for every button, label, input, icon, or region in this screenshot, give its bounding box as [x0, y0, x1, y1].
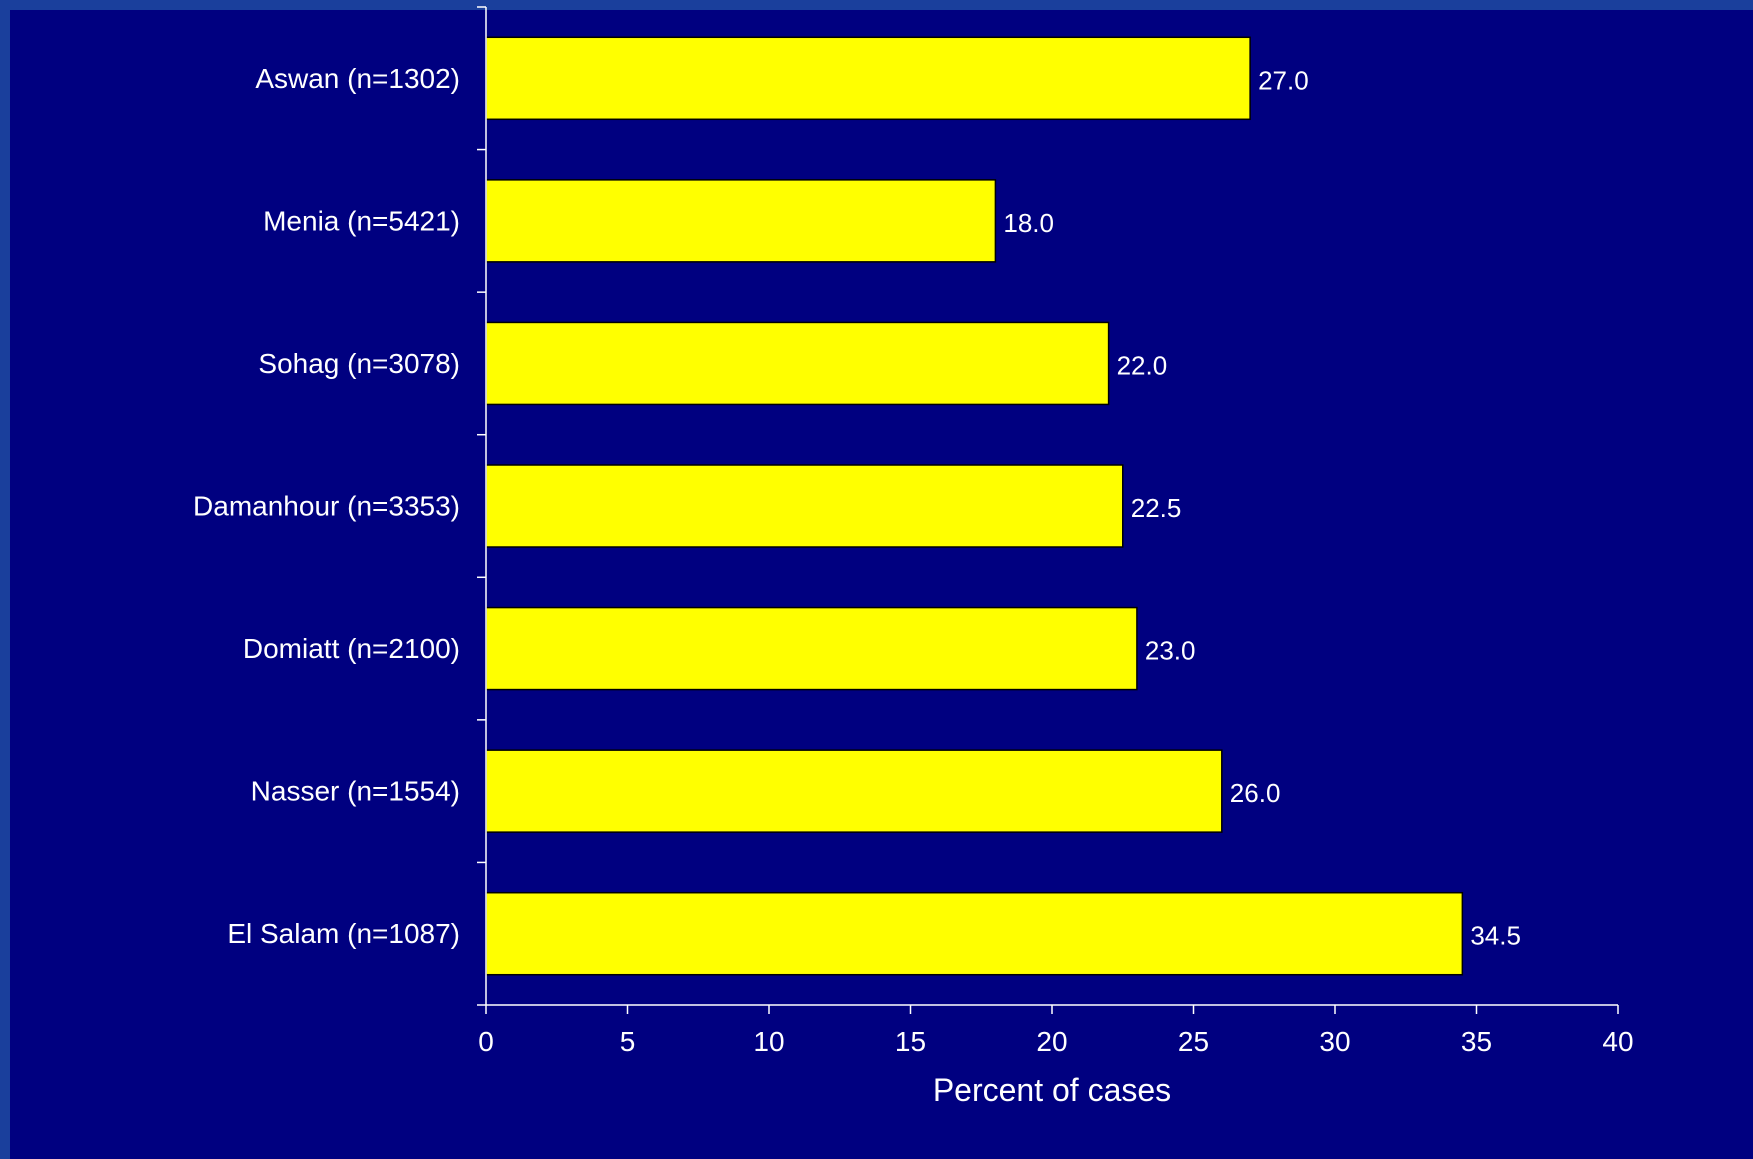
data-label: 26.0: [1230, 778, 1281, 808]
x-tick-label: 35: [1461, 1026, 1492, 1057]
bars-layer: [485, 36, 1464, 976]
x-axis-title: Percent of cases: [933, 1072, 1171, 1108]
data-label: 18.0: [1003, 208, 1054, 238]
axis-layer: [477, 6, 1619, 1014]
bar: [485, 606, 1138, 691]
data-label: 27.0: [1258, 65, 1309, 95]
data-label: 34.5: [1470, 921, 1521, 951]
x-tick-label: 25: [1178, 1026, 1209, 1057]
bar: [485, 179, 997, 263]
category-label: Nasser (n=1554): [251, 776, 460, 807]
labels-layer: Aswan (n=1302) 27.0 Menia (n=5421) 18.0 Soha…: [193, 63, 1634, 1057]
x-tick-label: 5: [620, 1026, 636, 1057]
data-label: 23.0: [1145, 636, 1196, 666]
category-label: Aswan (n=1302): [255, 63, 460, 94]
category-label: Sohag (n=3078): [258, 348, 460, 379]
x-tick-label: 40: [1602, 1026, 1633, 1057]
data-label: 22.0: [1117, 350, 1168, 380]
x-tick-label: 10: [753, 1026, 784, 1057]
category-label: Domiatt (n=2100): [243, 633, 460, 664]
bar: [485, 891, 1464, 976]
x-tick-label: 0: [478, 1026, 494, 1057]
x-tick-label: 15: [895, 1026, 926, 1057]
bar: [485, 321, 1110, 406]
category-label: Damanhour (n=3353): [193, 491, 460, 522]
x-tick-label: 20: [1036, 1026, 1067, 1057]
bar: [485, 749, 1223, 833]
bar: [485, 464, 1124, 548]
category-label: El Salam (n=1087): [227, 918, 460, 949]
category-label: Menia (n=5421): [263, 205, 460, 236]
x-tick-label: 30: [1319, 1026, 1350, 1057]
bar: [485, 36, 1251, 121]
data-label: 22.5: [1131, 493, 1182, 523]
